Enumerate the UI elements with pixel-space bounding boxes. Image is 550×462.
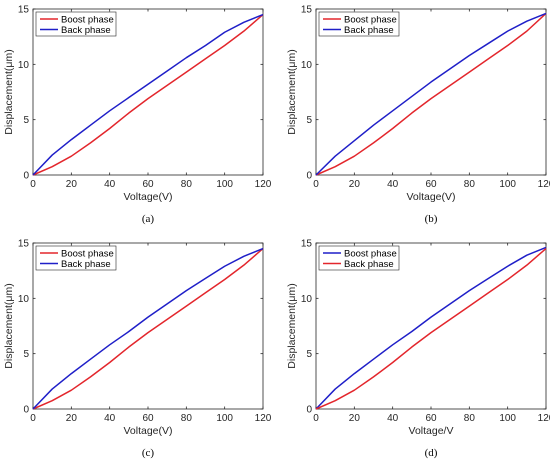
x-tick-label: 40	[104, 179, 116, 190]
x-tick-label: 60	[142, 179, 154, 190]
legend-entry: Boost phase	[344, 14, 397, 25]
legend-box	[318, 11, 400, 37]
x-tick-label: 120	[255, 413, 272, 424]
series-line-boost-phase	[32, 247, 264, 410]
legend-box	[35, 245, 117, 271]
y-tick-label: 15	[301, 5, 313, 16]
legend-box	[318, 245, 400, 271]
y-tick-label: 0	[306, 405, 312, 416]
x-tick-label: 80	[464, 413, 476, 424]
x-tick-label: 60	[142, 413, 154, 424]
y-axis-label: Displacement(μm)	[3, 283, 15, 368]
x-tick-label: 0	[30, 413, 36, 424]
legend-entry: Back phase	[344, 25, 394, 36]
x-tick-label: 20	[349, 179, 361, 190]
y-tick-label: 5	[23, 349, 29, 360]
x-tick-label: 40	[104, 413, 116, 424]
legend-entry: Back phase	[344, 259, 394, 270]
x-tick-label: 100	[216, 413, 233, 424]
x-axis-label: Voltage(V)	[406, 191, 455, 203]
series-line-back-phase	[315, 12, 547, 176]
x-axis-label: Voltage/V	[409, 425, 454, 437]
x-tick-label: 40	[387, 179, 399, 190]
legend-entry: Boost phase	[61, 14, 114, 25]
x-tick-label: 120	[255, 179, 272, 190]
x-axis-label: Voltage(V)	[123, 425, 172, 437]
y-axis-label: Displacement(μm)	[3, 49, 15, 134]
x-tick-label: 60	[425, 413, 437, 424]
x-tick-label: 100	[499, 179, 516, 190]
legend-entry: Boost phase	[344, 248, 397, 259]
y-tick-label: 0	[23, 171, 29, 182]
legend-entry: Boost phase	[61, 248, 114, 259]
x-tick-label: 20	[66, 413, 78, 424]
x-tick-label: 80	[464, 179, 476, 190]
x-tick-label: 40	[387, 413, 399, 424]
x-tick-label: 20	[349, 413, 361, 424]
y-tick-label: 5	[306, 115, 312, 126]
y-tick-label: 10	[18, 60, 30, 71]
series-line-back-phase	[32, 247, 264, 410]
y-tick-label: 0	[306, 171, 312, 182]
y-tick-label: 5	[306, 349, 312, 360]
x-tick-label: 0	[313, 179, 319, 190]
series-line-back-phase	[32, 13, 264, 176]
y-tick-label: 15	[18, 5, 30, 16]
y-tick-label: 0	[23, 405, 29, 416]
y-tick-label: 5	[23, 115, 29, 126]
legend-box	[35, 11, 117, 37]
x-tick-label: 80	[181, 413, 193, 424]
series-line-boost-phase	[315, 246, 547, 410]
y-axis-label: Displacement(μm)	[286, 283, 298, 368]
x-tick-label: 120	[538, 413, 550, 424]
legend-entry: Back phase	[61, 25, 111, 36]
legend-entry: Back phase	[61, 259, 111, 270]
y-tick-label: 10	[301, 60, 313, 71]
x-tick-label: 80	[181, 179, 193, 190]
y-axis-label: Displacement(μm)	[286, 49, 298, 134]
y-tick-label: 10	[301, 294, 313, 305]
panel-caption: (a)	[142, 213, 155, 225]
panel-caption: (c)	[142, 447, 155, 459]
x-axis-label: Voltage(V)	[123, 191, 172, 203]
series-line-back-phase	[315, 247, 547, 410]
x-tick-label: 120	[538, 179, 550, 190]
y-tick-label: 10	[18, 294, 30, 305]
y-tick-label: 15	[301, 239, 313, 250]
x-tick-label: 100	[216, 179, 233, 190]
y-tick-label: 15	[18, 239, 30, 250]
panel-caption: (b)	[425, 213, 438, 225]
x-tick-label: 0	[30, 179, 36, 190]
panel-caption: (d)	[425, 447, 438, 459]
x-tick-label: 100	[499, 413, 516, 424]
x-tick-label: 60	[425, 179, 437, 190]
series-line-boost-phase	[315, 12, 547, 176]
x-tick-label: 20	[66, 179, 78, 190]
series-line-boost-phase	[32, 13, 264, 176]
x-tick-label: 0	[313, 413, 319, 424]
